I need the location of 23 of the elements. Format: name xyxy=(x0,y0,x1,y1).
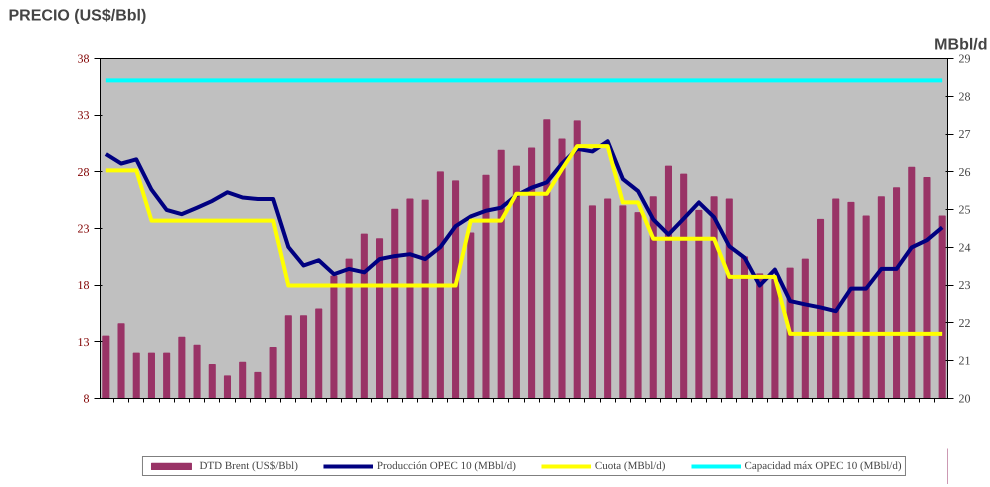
y-tick-label: 33 xyxy=(78,108,90,122)
y2-tick-label: 26 xyxy=(958,164,970,179)
legend-label: Producción OPEC 10 (MBbl/d) xyxy=(376,460,516,472)
y2-tick-label: 27 xyxy=(958,127,970,142)
y-tick-label: 8 xyxy=(84,392,90,406)
legend-label: DTD Brent (US$/Bbl) xyxy=(199,460,298,472)
y-tick-label: 13 xyxy=(78,334,90,349)
y2-tick-label: 23 xyxy=(958,278,970,292)
y-tick-label: 28 xyxy=(78,164,90,179)
y2-tick-label: 21 xyxy=(958,354,970,368)
legend-label: Cuota (MBbl/d) xyxy=(594,460,666,472)
y-tick-label: 38 xyxy=(78,52,90,66)
legend-label: Capacidad máx OPEC 10 (MBbl/d) xyxy=(744,460,902,472)
y2-tick-label: 29 xyxy=(958,52,970,66)
y-tick-label: 18 xyxy=(78,278,90,292)
y2-tick-label: 25 xyxy=(958,202,970,217)
y2-axis-title: MBbl/d xyxy=(934,36,988,54)
y2-tick-label: 28 xyxy=(958,89,970,104)
y2-tick-label: 20 xyxy=(958,392,970,406)
y-axis-title: PRECIO (US$/Bbl) xyxy=(8,8,146,24)
y2-tick-label: 22 xyxy=(958,316,970,330)
y2-tick-label: 24 xyxy=(958,240,970,254)
y-tick-label: 23 xyxy=(78,222,90,236)
